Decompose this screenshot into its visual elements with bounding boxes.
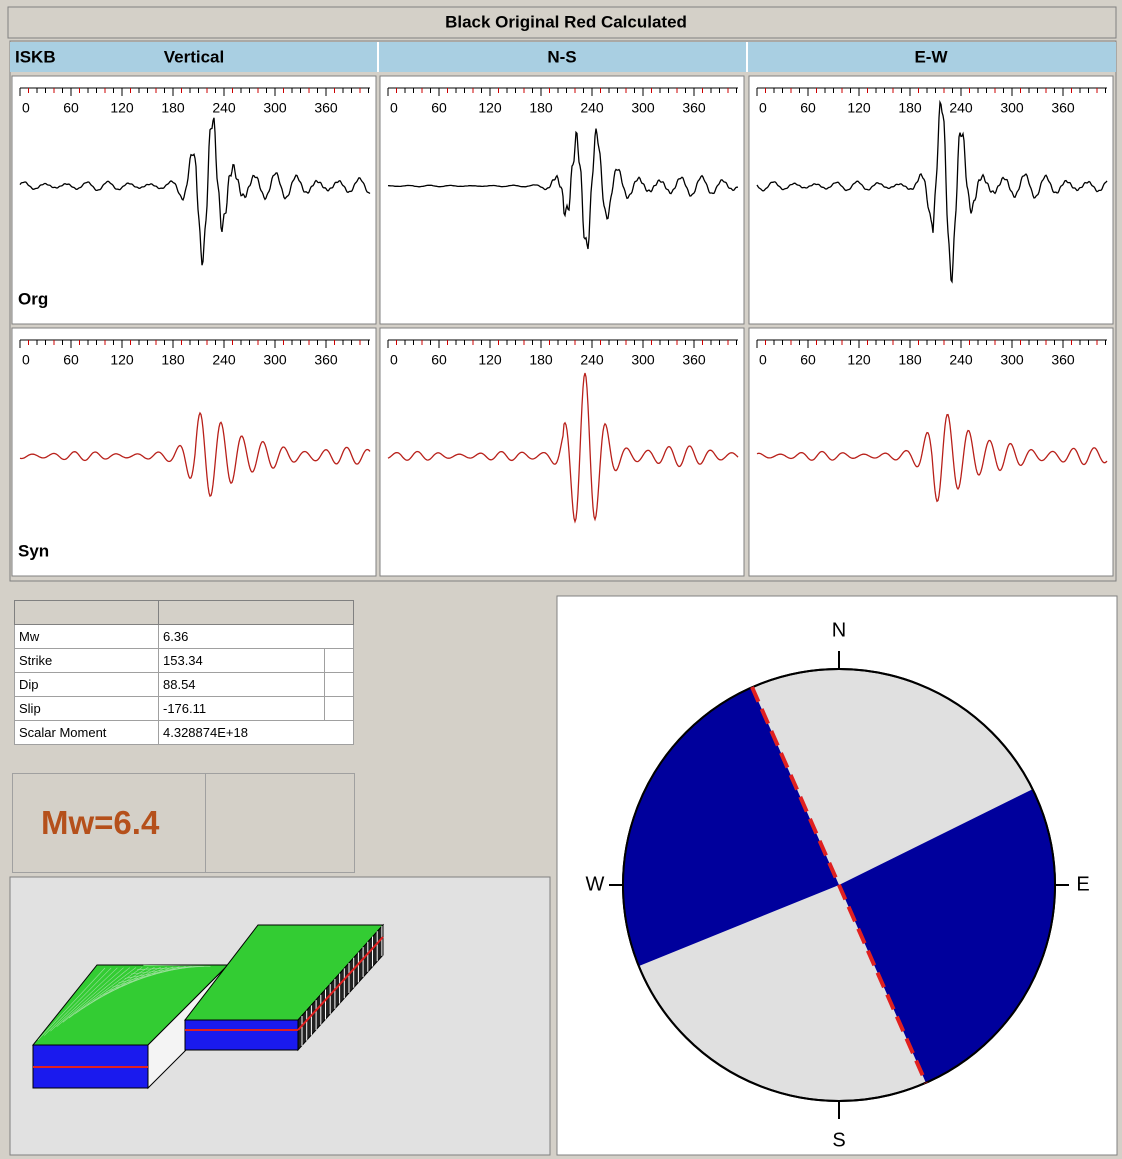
value-cell: 4.328874E+18 — [159, 721, 354, 745]
time-tick-label: 120 — [847, 352, 871, 368]
time-tick-label: 0 — [390, 352, 398, 368]
empty-cell — [325, 697, 354, 721]
time-tick-label: 60 — [431, 100, 447, 116]
component-label: E-W — [914, 47, 948, 66]
row-label: Org — [18, 289, 48, 308]
component-label: N-S — [547, 47, 576, 66]
time-tick-label: 360 — [682, 100, 706, 116]
station: ISKB — [15, 47, 56, 66]
time-tick-label: 60 — [800, 100, 816, 116]
time-tick-label: 60 — [800, 352, 816, 368]
time-tick-label: 240 — [212, 100, 236, 116]
compass-label: S — [832, 1129, 845, 1151]
time-tick-label: 360 — [314, 100, 338, 116]
time-tick-label: 300 — [631, 352, 655, 368]
time-tick-label: 0 — [22, 352, 30, 368]
compass-label: N — [832, 619, 846, 641]
time-tick-label: 180 — [529, 100, 553, 116]
time-tick-label: 240 — [580, 352, 604, 368]
time-tick-label: 240 — [949, 100, 973, 116]
time-tick-label: 120 — [110, 100, 134, 116]
magnitude-box: Mw=6.4 — [12, 773, 355, 873]
empty-cell — [325, 673, 354, 697]
time-tick-label: 60 — [63, 100, 79, 116]
time-tick-label: 300 — [263, 100, 287, 116]
row-label: Syn — [18, 541, 49, 560]
time-tick-label: 120 — [478, 100, 502, 116]
time-tick-label: 60 — [63, 352, 79, 368]
time-tick-label: 240 — [212, 352, 236, 368]
time-tick-label: 180 — [898, 352, 922, 368]
time-tick-label: 300 — [1000, 100, 1024, 116]
time-tick-label: 120 — [478, 352, 502, 368]
label-cell: Mw — [15, 625, 159, 649]
compass-label: E — [1076, 873, 1089, 895]
time-tick-label: 360 — [682, 352, 706, 368]
time-tick-label: 300 — [1000, 352, 1024, 368]
time-tick-label: 180 — [161, 100, 185, 116]
header-cell — [159, 601, 354, 625]
time-tick-label: 0 — [22, 100, 30, 116]
label-cell: Dip — [15, 673, 159, 697]
time-tick-label: 0 — [390, 100, 398, 116]
time-tick-label: 180 — [161, 352, 185, 368]
time-tick-label: 60 — [431, 352, 447, 368]
divider — [205, 774, 206, 872]
value-cell: 6.36 — [159, 625, 354, 649]
time-tick-label: 360 — [1051, 352, 1075, 368]
canvas: Black Original Red Calculated ISKB Vertica… — [0, 0, 1122, 1159]
value-cell: 153.34 — [159, 649, 325, 673]
component-label: Vertical — [164, 47, 225, 66]
time-tick-label: 0 — [759, 352, 767, 368]
title: Black Original Red Calculated — [445, 12, 687, 31]
value-cell: 88.54 — [159, 673, 325, 697]
value-cell: -176.11 — [159, 697, 325, 721]
compass-label: W — [586, 873, 605, 895]
label-cell: Strike — [15, 649, 159, 673]
label-cell: Slip — [15, 697, 159, 721]
time-tick-label: 360 — [1051, 100, 1075, 116]
table-header — [15, 601, 354, 625]
time-tick-label: 120 — [110, 352, 134, 368]
label-cell: Scalar Moment — [15, 721, 159, 745]
block-front — [185, 1020, 298, 1050]
time-tick-label: 300 — [263, 352, 287, 368]
time-tick-label: 300 — [631, 100, 655, 116]
time-tick-label: 240 — [580, 100, 604, 116]
time-tick-label: 240 — [949, 352, 973, 368]
table-row: Slip-176.11 — [15, 697, 354, 721]
header-cell — [15, 601, 159, 625]
time-tick-label: 0 — [759, 100, 767, 116]
time-tick-label: 120 — [847, 100, 871, 116]
time-tick-label: 360 — [314, 352, 338, 368]
magnitude-label: Mw=6.4 — [41, 804, 159, 842]
time-tick-label: 180 — [898, 100, 922, 116]
time-tick-label: 180 — [529, 352, 553, 368]
page: Black Original Red Calculated ISKB Vertica… — [0, 0, 1122, 1159]
empty-cell — [325, 649, 354, 673]
